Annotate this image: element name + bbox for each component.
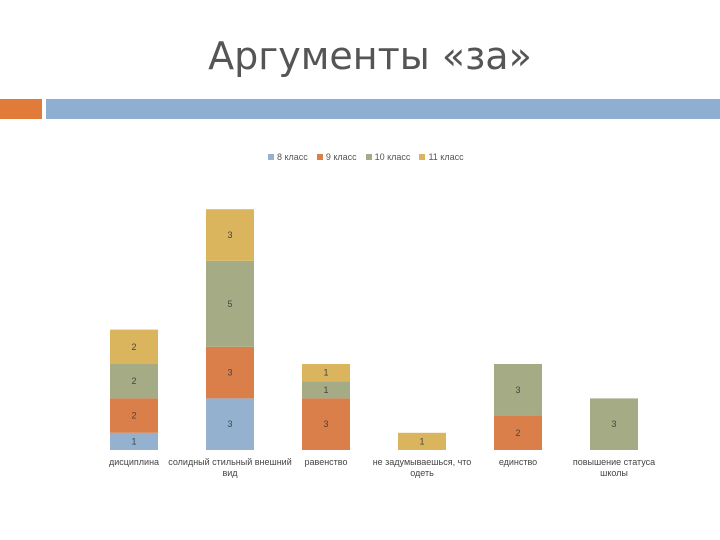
data-label: 2 xyxy=(131,411,136,421)
data-label: 2 xyxy=(131,342,136,352)
data-label: 2 xyxy=(131,376,136,386)
bar-segment xyxy=(206,398,254,450)
bar-segment xyxy=(110,432,158,450)
bar-segment xyxy=(494,364,542,416)
data-label: 3 xyxy=(227,419,232,429)
category-label: одеть xyxy=(410,468,434,478)
data-label: 1 xyxy=(131,436,136,446)
legend-swatch-10 xyxy=(365,154,372,160)
data-label: 1 xyxy=(419,436,424,446)
bar-segment xyxy=(494,415,542,450)
category-label: вид xyxy=(222,468,238,478)
bar-segment xyxy=(110,398,158,433)
bar-segment xyxy=(206,346,254,399)
data-label: 3 xyxy=(323,419,328,429)
legend-label-10: 10 класс xyxy=(374,152,411,162)
legend-label-11: 11 класс xyxy=(428,152,464,162)
bar-segment xyxy=(206,209,254,261)
bar-segment xyxy=(590,398,638,450)
title-accent-bar xyxy=(0,99,42,119)
data-label: 1 xyxy=(323,368,328,378)
bar-segment xyxy=(110,364,158,399)
bar-segment xyxy=(302,381,350,399)
bar-segment xyxy=(398,432,446,450)
data-label: 3 xyxy=(227,368,232,378)
bar-segment xyxy=(302,364,350,382)
legend-swatch-8 xyxy=(268,154,274,160)
data-label: 5 xyxy=(227,299,232,309)
category-label: повышение статуса xyxy=(573,457,655,467)
category-label: солидный стильный внешний xyxy=(168,457,291,467)
chart-legend: 8 класс 9 класс 10 класс 11 класс xyxy=(268,152,464,162)
data-label: 2 xyxy=(515,428,520,438)
data-label: 3 xyxy=(227,230,232,240)
bar-segment xyxy=(206,260,254,347)
legend-label-8: 8 класс xyxy=(277,152,308,162)
data-label: 3 xyxy=(611,419,616,429)
legend-item-10: 10 класс xyxy=(365,152,411,162)
page-title: Аргументы «за» xyxy=(208,34,532,78)
category-label: единство xyxy=(499,457,537,467)
category-label: не задумываешься, что xyxy=(373,457,472,467)
title-band-bar xyxy=(46,99,720,119)
legend-item-8: 8 класс xyxy=(268,152,308,162)
legend-item-9: 9 класс xyxy=(316,152,357,162)
bar-segment xyxy=(302,398,350,450)
data-label: 1 xyxy=(323,385,328,395)
bar-segment xyxy=(110,329,158,364)
legend-label-9: 9 класс xyxy=(325,152,357,162)
legend-swatch-11 xyxy=(419,154,426,160)
legend-swatch-9 xyxy=(316,154,323,160)
category-label: равенство xyxy=(305,457,348,467)
category-label: школы xyxy=(600,468,628,478)
category-label: дисциплина xyxy=(109,457,159,467)
legend-item-11: 11 класс xyxy=(419,152,464,162)
data-label: 3 xyxy=(515,385,520,395)
